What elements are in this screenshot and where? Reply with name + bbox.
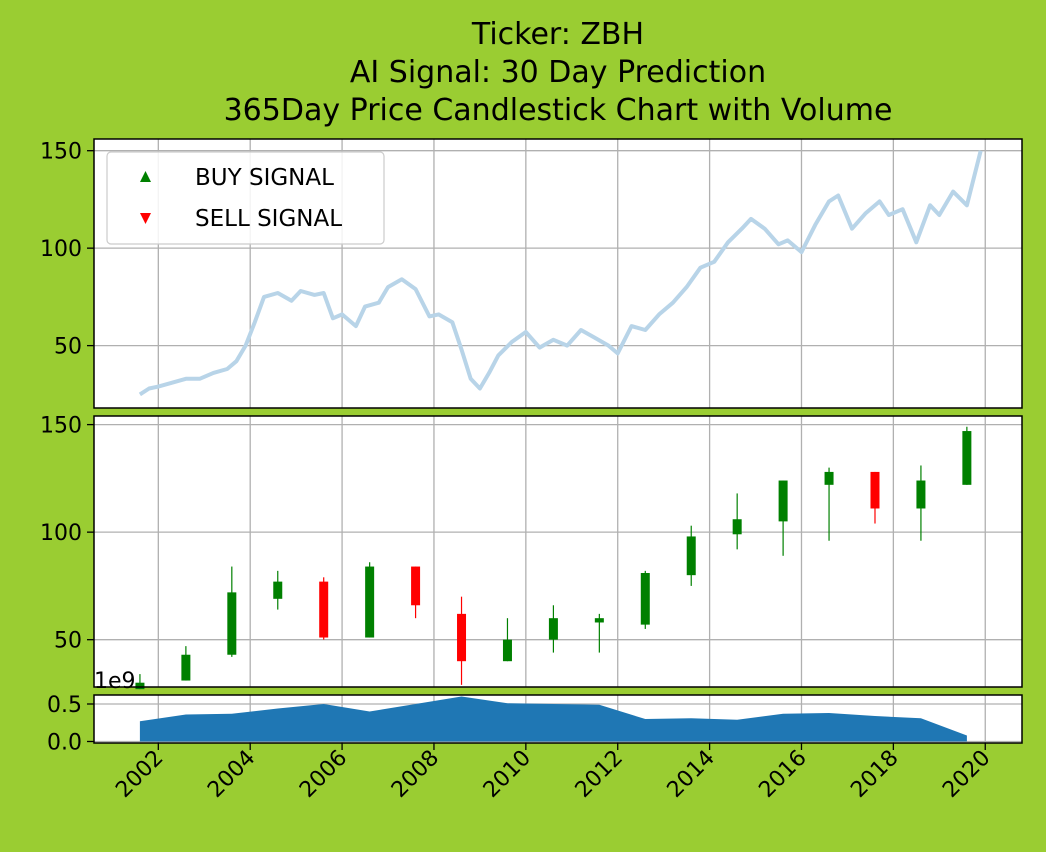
candle-6: [411, 566, 421, 619]
candle-body-12: [686, 536, 696, 576]
candle-5: [365, 562, 375, 638]
volume-panel-frame: [93, 694, 1023, 744]
candle-body-16: [870, 471, 880, 509]
candle-ytick-label-50: 50: [54, 629, 82, 654]
candle-body-17: [916, 480, 926, 509]
price-ytick-label-100: 100: [40, 237, 82, 262]
candle-body-9: [548, 618, 558, 640]
candle-15: [824, 467, 834, 541]
xtick-label-2010: 2010: [479, 746, 536, 803]
candle-11: [640, 570, 650, 629]
xtick-label-2014: 2014: [663, 746, 720, 803]
candle-body-1: [181, 654, 191, 681]
title-line-3: 365Day Price Candlestick Chart with Volu…: [224, 93, 893, 128]
title-line-1: Ticker: ZBH: [471, 17, 644, 52]
candle-14: [778, 480, 788, 556]
candle-body-18: [962, 431, 972, 485]
candle-panel-frame: [93, 415, 1023, 688]
candle-4: [319, 577, 329, 640]
candle-3: [273, 570, 283, 610]
price-line: [138, 150, 983, 397]
volume-area: [139, 696, 967, 742]
candle-body-3: [273, 581, 283, 599]
sell-signal-marker-icon: [140, 213, 151, 224]
xtick-label-2018: 2018: [846, 746, 903, 803]
candle-body-7: [457, 613, 467, 662]
price-ytick-label-150: 150: [40, 140, 82, 165]
legend: BUY SIGNAL SELL SIGNAL: [106, 151, 385, 245]
candle-body-15: [824, 471, 834, 485]
candle-18: [962, 426, 972, 485]
candle-2: [227, 566, 237, 657]
xtick-label-2002: 2002: [111, 746, 168, 803]
candle-body-10: [594, 618, 604, 623]
buy-signal-marker-icon: [140, 171, 151, 182]
candle-8: [502, 618, 512, 662]
candle-body-5: [365, 566, 375, 638]
xtick-label-2006: 2006: [295, 746, 352, 803]
price-panel-frame: [93, 138, 1023, 409]
volume-layer: [139, 696, 967, 742]
xtick-label-2004: 2004: [203, 746, 260, 803]
volume-ytick-label-0.5: 0.5: [47, 693, 82, 718]
legend-sell-label: SELL SIGNAL: [195, 206, 342, 232]
title-line-2: AI Signal: 30 Day Prediction: [350, 55, 766, 90]
candle-body-11: [640, 573, 650, 625]
volume-scale-label: 1e9: [94, 669, 136, 694]
candle-body-6: [411, 566, 421, 606]
candle-body-2: [227, 592, 237, 655]
candle-7: [457, 596, 467, 685]
candle-12: [686, 525, 696, 586]
xtick-label-2008: 2008: [387, 746, 444, 803]
volume-ytick-label-0.0: 0.0: [47, 731, 82, 756]
candle-panel-bg: [94, 416, 1022, 687]
candle-body-4: [319, 581, 329, 638]
candle-body-13: [732, 519, 742, 535]
candle-1: [181, 646, 191, 681]
legend-buy-label: BUY SIGNAL: [195, 165, 334, 191]
candle-ytick-label-100: 100: [40, 521, 82, 546]
candle-17: [916, 465, 926, 541]
candle-body-0: [135, 682, 145, 690]
candle-body-8: [502, 639, 512, 662]
candle-13: [732, 493, 742, 550]
candle-ytick-label-150: 150: [40, 414, 82, 439]
xtick-label-2012: 2012: [571, 746, 628, 803]
xtick-label-2020: 2020: [938, 746, 995, 803]
candle-10: [594, 613, 604, 653]
price-ytick-label-50: 50: [54, 335, 82, 360]
candle-body-14: [778, 480, 788, 522]
legend-box: [106, 151, 385, 245]
candle-9: [548, 605, 558, 653]
price-line-layer: [138, 150, 983, 397]
candle-layer: [135, 426, 972, 690]
xtick-label-2016: 2016: [754, 746, 811, 803]
chart-title: Ticker: ZBH AI Signal: 30 Day Prediction…: [224, 17, 893, 128]
candle-16: [870, 471, 880, 524]
